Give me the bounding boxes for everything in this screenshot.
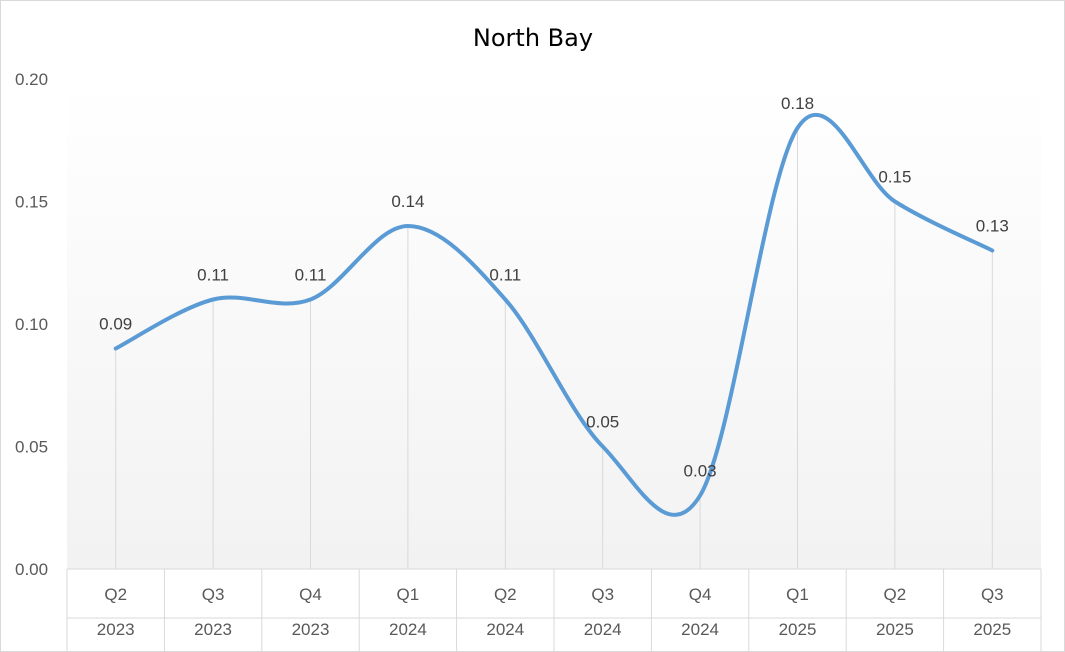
x-tick-year: 2024 — [389, 620, 427, 639]
x-tick-quarter: Q2 — [494, 585, 517, 604]
data-label: 0.13 — [976, 217, 1009, 236]
data-label: 0.11 — [197, 266, 229, 285]
y-tick-label: 0.00 — [15, 560, 48, 579]
data-label: 0.11 — [295, 266, 327, 285]
x-tick-quarter: Q3 — [591, 585, 614, 604]
data-label: 0.05 — [586, 413, 619, 432]
x-tick-year: 2025 — [779, 620, 817, 639]
y-tick-label: 0.20 — [15, 70, 48, 89]
y-tick-label: 0.15 — [15, 193, 48, 212]
x-tick-quarter: Q2 — [104, 585, 127, 604]
data-label: 0.18 — [781, 94, 814, 113]
x-tick-year: 2024 — [584, 620, 622, 639]
x-tick-quarter: Q1 — [397, 585, 420, 604]
x-tick-year: 2023 — [194, 620, 232, 639]
x-tick-quarter: Q4 — [689, 585, 712, 604]
x-tick-year: 2024 — [681, 620, 719, 639]
x-tick-quarter: Q3 — [202, 585, 225, 604]
x-tick-quarter: Q4 — [299, 585, 322, 604]
data-label: 0.03 — [684, 462, 717, 481]
chart-title: North Bay — [473, 24, 593, 52]
x-tick-year: 2023 — [292, 620, 330, 639]
x-tick-year: 2023 — [97, 620, 135, 639]
data-label: 0.15 — [878, 168, 911, 187]
x-tick-year: 2025 — [973, 620, 1011, 639]
data-label: 0.14 — [391, 192, 424, 211]
x-tick-quarter: Q3 — [981, 585, 1004, 604]
x-tick-quarter: Q2 — [884, 585, 907, 604]
x-axis: Q2 2023 Q3 2023 Q4 2023 Q1 2024 Q2 2024 Q3 2024 Q4 20… — [67, 569, 1041, 651]
y-axis: 0.00 0.05 0.10 0.15 0.20 — [15, 70, 48, 579]
y-tick-label: 0.05 — [15, 438, 48, 457]
x-tick-year: 2025 — [876, 620, 914, 639]
data-label: 0.09 — [99, 315, 132, 334]
x-tick-year: 2024 — [486, 620, 524, 639]
data-label: 0.11 — [489, 266, 521, 285]
x-tick-quarter: Q1 — [786, 585, 809, 604]
y-tick-label: 0.10 — [15, 315, 48, 334]
